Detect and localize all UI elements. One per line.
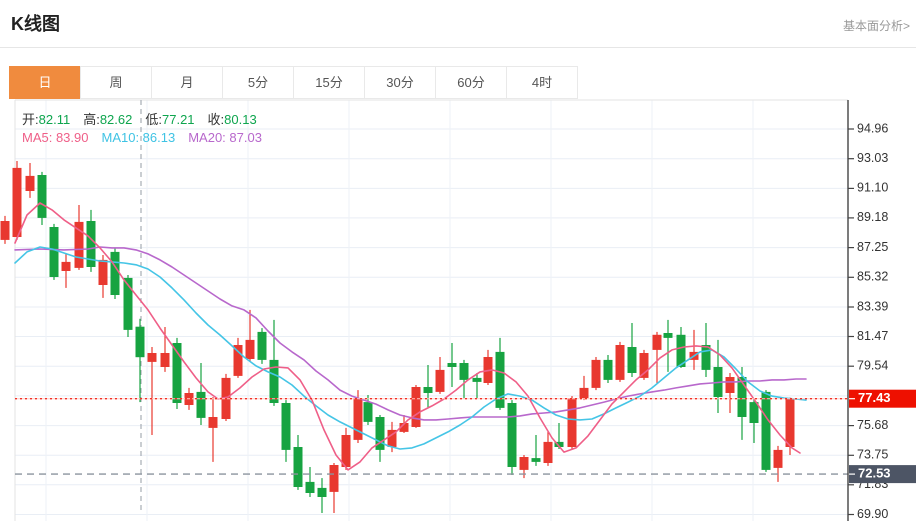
h-gridlines [15, 128, 848, 515]
v-gridlines [45, 100, 754, 521]
tab-timeframe-7[interactable]: 4时 [506, 66, 578, 99]
ma-legend-item: MA20: 87.03 [188, 130, 262, 145]
candles-layer [0, 161, 795, 513]
tab-timeframe-6[interactable]: 60分 [435, 66, 507, 99]
ohlc-item: 高:82.62 [83, 112, 133, 127]
tab-timeframe-4[interactable]: 15分 [293, 66, 365, 99]
tab-timeframe-1[interactable]: 周 [80, 66, 152, 99]
ohlc-legend: 开:82.11 高:82.62 低:77.21 收:80.13 [22, 109, 270, 128]
axis-marker-72.53: 72.53 [849, 465, 916, 484]
svg-text:72.53: 72.53 [858, 466, 891, 481]
ma20-line [14, 246, 807, 421]
tab-timeframe-2[interactable]: 月 [151, 66, 223, 99]
svg-text:81.47: 81.47 [857, 329, 888, 343]
ma10-line [14, 246, 807, 450]
svg-text:93.03: 93.03 [857, 151, 888, 165]
svg-text:87.25: 87.25 [857, 240, 888, 254]
ohlc-item: 低:77.21 [145, 112, 195, 127]
header-divider [0, 47, 916, 48]
svg-text:79.54: 79.54 [857, 358, 888, 372]
ohlc-item: 收:80.13 [207, 112, 257, 127]
tab-timeframe-0[interactable]: 日 [9, 66, 81, 99]
svg-text:69.90: 69.90 [857, 507, 888, 521]
svg-text:73.75: 73.75 [857, 448, 888, 462]
tab-timeframe-3[interactable]: 5分 [222, 66, 294, 99]
timeframe-tabs: 日周月 5分 15分 30分 60分 4时 [9, 66, 578, 99]
svg-text:75.68: 75.68 [857, 418, 888, 432]
svg-text:94.96: 94.96 [857, 121, 888, 135]
y-axis-labels: 94.96 93.03 91.10 89.18 87.25 85.32 83.39 81.47… [848, 121, 888, 521]
tab-timeframe-5[interactable]: 30分 [364, 66, 436, 99]
svg-text:91.10: 91.10 [857, 181, 888, 195]
svg-text:85.32: 85.32 [857, 270, 888, 284]
ohlc-item: 开:82.11 [22, 112, 71, 127]
ma-legend-item: MA5: 83.90 [22, 130, 89, 145]
axis-marker-77.43: 77.43 [849, 389, 916, 408]
svg-text:77.43: 77.43 [858, 390, 891, 405]
page-title: K线图 [11, 14, 60, 34]
ma-legend: MA5: 83.90 MA10: 86.13 MA20: 87.03 [22, 130, 275, 145]
fundamental-analysis-link[interactable]: 基本面分析> [842, 19, 910, 33]
ma-legend-item: MA10: 86.13 [101, 130, 176, 145]
svg-text:89.18: 89.18 [857, 210, 888, 224]
ma5-line [14, 202, 801, 471]
svg-text:83.39: 83.39 [857, 299, 888, 313]
